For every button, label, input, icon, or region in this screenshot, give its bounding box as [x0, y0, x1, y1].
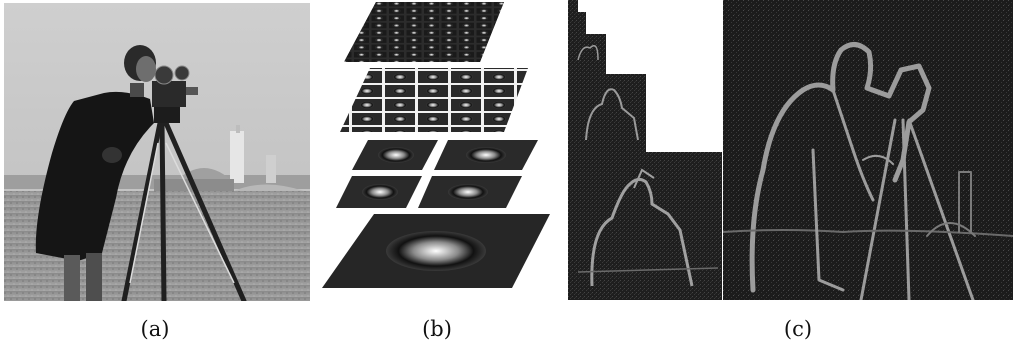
caption-c: (c): [783, 317, 813, 341]
edge-pyramid-levels: [568, 0, 722, 300]
caption-a: (a): [140, 317, 170, 341]
cameraman-photo: [4, 3, 310, 301]
caption-b: (b): [422, 317, 452, 341]
edge-map-full: [723, 0, 1013, 300]
gaussian-pyramid-diagram: [322, 2, 550, 288]
